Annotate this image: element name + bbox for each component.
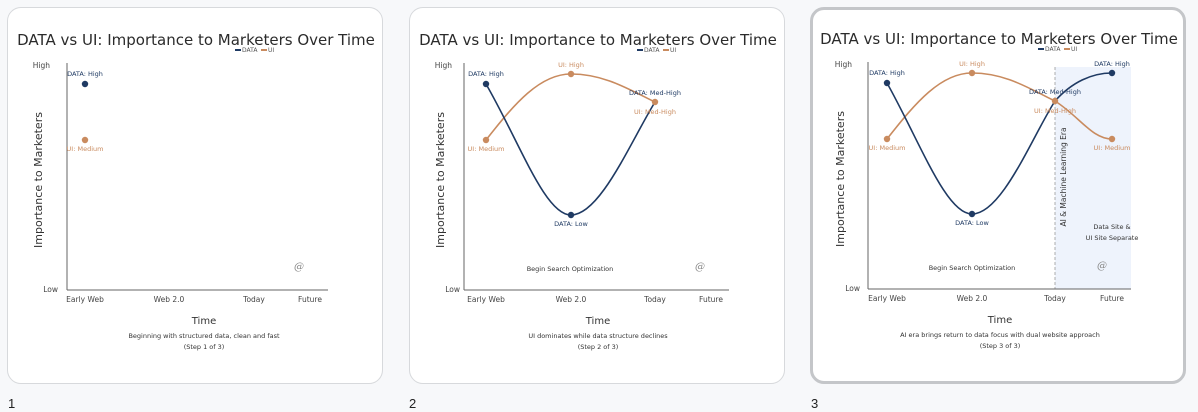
ui-point-today[interactable] <box>651 98 659 106</box>
ui-label-web-2: UI: High <box>959 60 985 68</box>
x-axis-title: Time <box>987 315 1012 326</box>
y-low-label: Low <box>43 285 58 294</box>
chart-card-2[interactable]: DATA vs UI: Importance to Marketers Over… <box>409 7 785 384</box>
x-tick-future: Future <box>298 295 322 304</box>
chart-title: DATA vs UI: Importance to Marketers Over… <box>17 31 375 49</box>
data-point-early-web[interactable] <box>482 80 490 88</box>
ui-label-web-2: UI: High <box>558 61 584 69</box>
watermark-logo-icon: @ <box>294 262 304 273</box>
legend-data: DATA <box>644 47 660 54</box>
ui-point-web-2[interactable] <box>567 70 575 78</box>
step-caption: AI era brings return to data focus with … <box>900 331 1100 339</box>
data-point-future[interactable] <box>1108 69 1116 77</box>
x-tick-today: Today <box>242 295 265 304</box>
chart-card-3[interactable]: DATA vs UI: Importance to Marketers Over… <box>810 7 1186 384</box>
step-caption: Beginning with structured data, clean an… <box>128 332 280 340</box>
ui-series-line[interactable] <box>886 72 1113 140</box>
ui-series-line[interactable] <box>485 73 656 141</box>
y-axis-title: Importance to Marketers <box>834 111 847 247</box>
data-label-early-web: DATA: High <box>869 69 905 77</box>
ui-point-early-web[interactable] <box>81 136 89 144</box>
y-high-label: High <box>435 61 452 70</box>
step-counter: (Step 2 of 3) <box>578 343 619 351</box>
y-high-label: High <box>33 61 50 70</box>
y-low-label: Low <box>845 284 860 293</box>
x-tick-early-web: Early Web <box>868 294 906 303</box>
ui-point-early-web[interactable] <box>482 136 490 144</box>
x-tick-future: Future <box>1100 294 1124 303</box>
ui-label-early-web: UI: Medium <box>67 145 104 153</box>
ui-label-today: UI: Med-High <box>634 108 676 116</box>
x-tick-early-web: Early Web <box>467 295 505 304</box>
legend: DATA UI <box>637 47 676 54</box>
card-index-2: 2 <box>409 396 417 411</box>
data-point-web-2[interactable] <box>567 211 575 219</box>
x-tick-future: Future <box>699 295 723 304</box>
chart-svg: DATA vs UI: Importance to Marketers Over… <box>820 30 1178 350</box>
x-axis-title: Time <box>585 316 610 327</box>
ui-label-future: UI: Medium <box>1094 144 1131 152</box>
legend-ui: UI <box>1071 46 1077 53</box>
x-tick-web-2: Web 2.0 <box>957 294 988 303</box>
annotation-search-optimization: Begin Search Optimization <box>527 265 614 273</box>
x-tick-web-2: Web 2.0 <box>556 295 587 304</box>
data-series-line[interactable] <box>485 83 656 216</box>
data-label-early-web: DATA: High <box>67 70 103 78</box>
data-label-web-2: DATA: Low <box>554 220 588 228</box>
ai-era-label: AI & Machine Learning Era <box>1059 127 1068 226</box>
legend-data: DATA <box>1045 46 1061 53</box>
data-label-web-2: DATA: Low <box>955 219 989 227</box>
ui-point-today[interactable] <box>1051 97 1059 105</box>
legend: DATA UI <box>235 47 274 54</box>
ai-era-region <box>1055 67 1131 289</box>
x-tick-today: Today <box>643 295 666 304</box>
chart-svg: DATA vs UI: Importance to Marketers Over… <box>17 31 375 351</box>
ui-point-web-2[interactable] <box>968 69 976 77</box>
ui-label-early-web: UI: Medium <box>869 144 906 152</box>
x-tick-web-2: Web 2.0 <box>154 295 185 304</box>
data-label-future: DATA: High <box>1094 60 1130 68</box>
annotation-search-optimization: Begin Search Optimization <box>929 264 1016 272</box>
legend-data: DATA <box>242 47 258 54</box>
chart-card-1[interactable]: DATA vs UI: Importance to Marketers Over… <box>7 7 383 384</box>
x-axis-title: Time <box>191 316 216 327</box>
step-counter: (Step 3 of 3) <box>980 342 1021 350</box>
data-label-today: DATA: Med-High <box>1029 88 1081 96</box>
ui-point-future[interactable] <box>1108 135 1116 143</box>
x-tick-early-web: Early Web <box>66 295 104 304</box>
ui-label-today: UI: Med-High <box>1034 107 1076 115</box>
chart-svg: DATA vs UI: Importance to Marketers Over… <box>419 31 777 351</box>
chart-title: DATA vs UI: Importance to Marketers Over… <box>820 30 1178 48</box>
legend-ui: UI <box>268 47 274 54</box>
card-index-3: 3 <box>811 396 819 411</box>
data-point-early-web[interactable] <box>883 79 891 87</box>
y-axis-title: Importance to Marketers <box>32 112 45 248</box>
data-point-early-web[interactable] <box>81 80 89 88</box>
card-index-1: 1 <box>8 396 16 411</box>
chart-title: DATA vs UI: Importance to Marketers Over… <box>419 31 777 49</box>
ui-point-early-web[interactable] <box>883 135 891 143</box>
y-high-label: High <box>835 60 852 69</box>
watermark-logo-icon: @ <box>695 262 705 273</box>
data-point-web-2[interactable] <box>968 210 976 218</box>
x-tick-today: Today <box>1043 294 1066 303</box>
step-counter: (Step 1 of 3) <box>184 343 225 351</box>
ui-label-early-web: UI: Medium <box>468 145 505 153</box>
y-axis-title: Importance to Marketers <box>434 112 447 248</box>
data-label-today: DATA: Med-High <box>629 89 681 97</box>
data-series-line[interactable] <box>886 72 1113 215</box>
legend-ui: UI <box>670 47 676 54</box>
future-note-line-2: UI Site Separate <box>1086 234 1139 242</box>
watermark-logo-icon: @ <box>1097 261 1107 272</box>
future-note-line-1: Data Site & <box>1093 223 1130 231</box>
y-low-label: Low <box>445 285 460 294</box>
data-label-early-web: DATA: High <box>468 70 504 78</box>
legend: DATA UI <box>1038 46 1077 53</box>
step-caption: UI dominates while data structure declin… <box>528 332 668 340</box>
